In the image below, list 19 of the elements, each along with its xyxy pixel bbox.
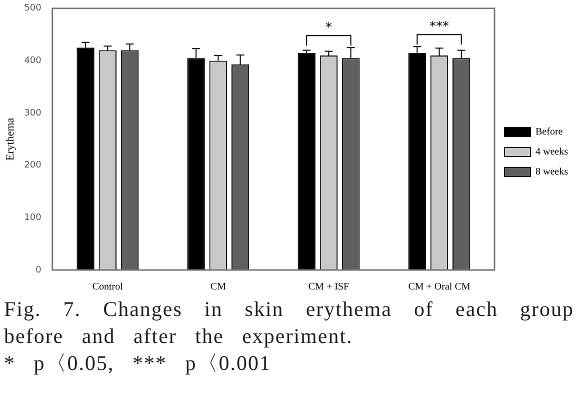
annotation: * — [325, 20, 332, 36]
y-tick-label: 200 — [24, 160, 42, 171]
y-tick-label: 400 — [24, 56, 42, 66]
bar — [298, 52, 316, 270]
y-tick-label: 0 — [36, 265, 42, 276]
x-tick-label: Control — [92, 282, 124, 293]
y-tick-label: 500 — [24, 4, 42, 14]
legend-label: 4 weeks — [536, 146, 568, 158]
y-tick-label: 100 — [24, 213, 42, 224]
x-tick-label: CM + ISF — [308, 282, 350, 293]
annotation: *** — [429, 19, 450, 34]
legend-label: Before — [536, 126, 564, 138]
y-axis-title: Erythema — [4, 118, 16, 161]
x-tick-label: CM + Oral CM — [408, 282, 470, 293]
y-tick-label: 300 — [24, 108, 42, 118]
x-tick-label: CM — [210, 282, 226, 293]
text: * p〈0.05, *** p〈0.001 — [3, 350, 272, 377]
legend-label: 8 weeks — [536, 166, 568, 178]
caption: Fig. 7. Changes in skin erythema of each group before and after the experiment. — [3, 296, 575, 350]
